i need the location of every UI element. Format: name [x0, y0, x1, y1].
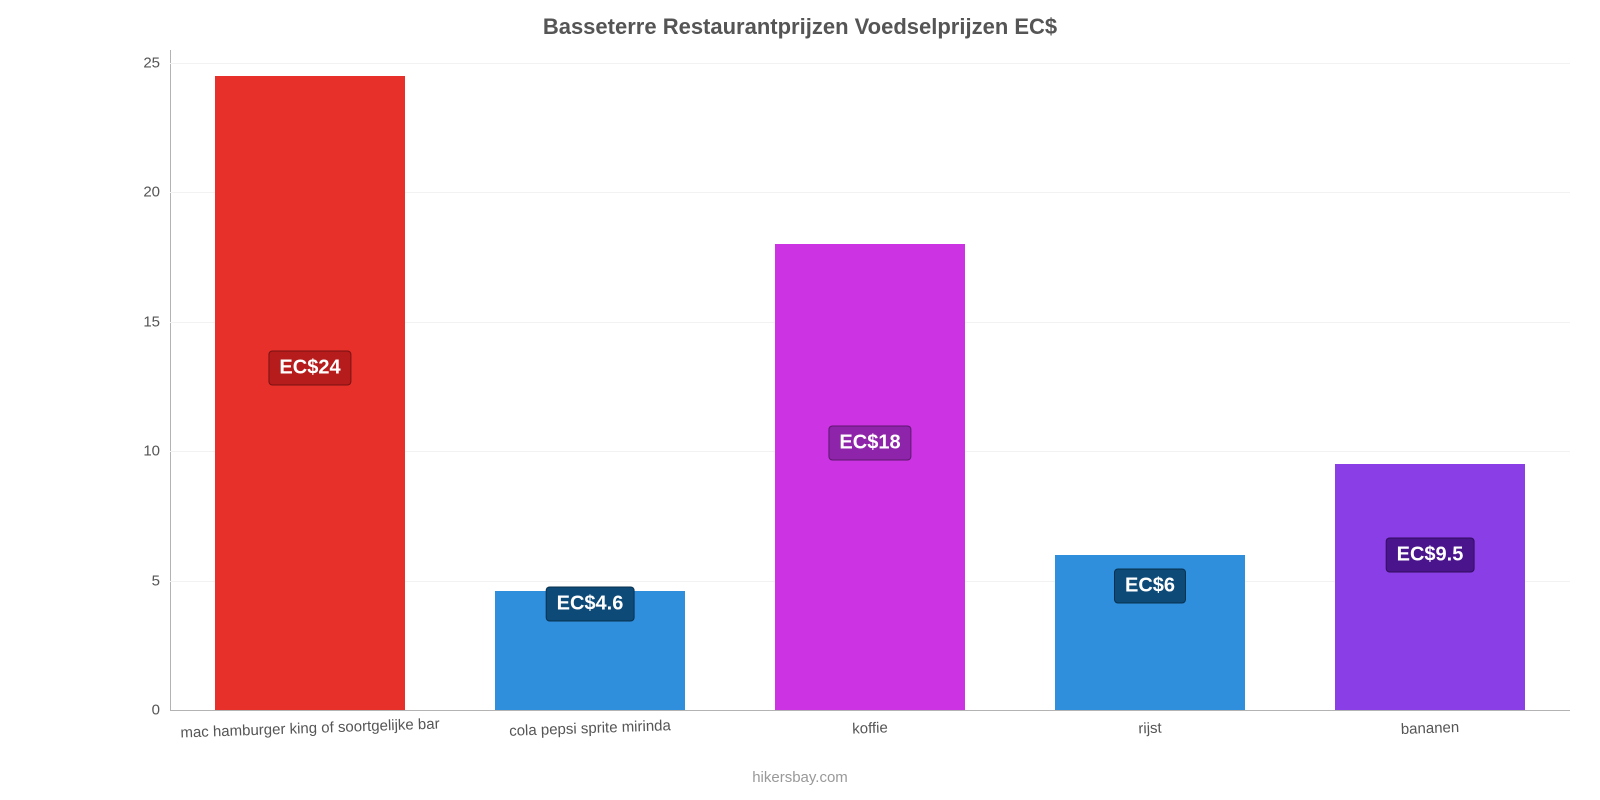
bar — [215, 76, 405, 710]
bar-value-badge: EC$9.5 — [1386, 537, 1475, 572]
x-tick-label: mac hamburger king of soortgelijke bar — [180, 715, 440, 741]
x-tick-label: cola pepsi sprite mirinda — [509, 717, 671, 740]
y-tick-label: 25 — [143, 54, 160, 71]
baseline — [170, 710, 1570, 711]
y-tick-label: 15 — [143, 313, 160, 330]
bar-value-badge: EC$4.6 — [546, 586, 635, 621]
gridline — [170, 63, 1570, 64]
x-tick-label: rijst — [1138, 720, 1162, 738]
bar — [1335, 464, 1525, 710]
plot-area: 0510152025EC$24mac hamburger king of soo… — [170, 50, 1570, 710]
bar-value-badge: EC$18 — [828, 426, 911, 461]
credit-text: hikersbay.com — [752, 769, 848, 786]
y-tick-label: 10 — [143, 443, 160, 460]
y-tick-label: 0 — [152, 702, 160, 719]
y-tick-label: 20 — [143, 184, 160, 201]
bar — [775, 244, 965, 710]
y-axis-line — [170, 50, 171, 710]
bar-value-badge: EC$24 — [268, 351, 351, 386]
chart-title: Basseterre Restaurantprijzen Voedselprij… — [0, 14, 1600, 40]
bar-value-badge: EC$6 — [1114, 568, 1186, 603]
x-tick-label: koffie — [852, 719, 888, 737]
x-tick-label: bananen — [1401, 719, 1460, 738]
y-tick-label: 5 — [152, 572, 160, 589]
chart-container: Basseterre Restaurantprijzen Voedselprij… — [0, 0, 1600, 800]
